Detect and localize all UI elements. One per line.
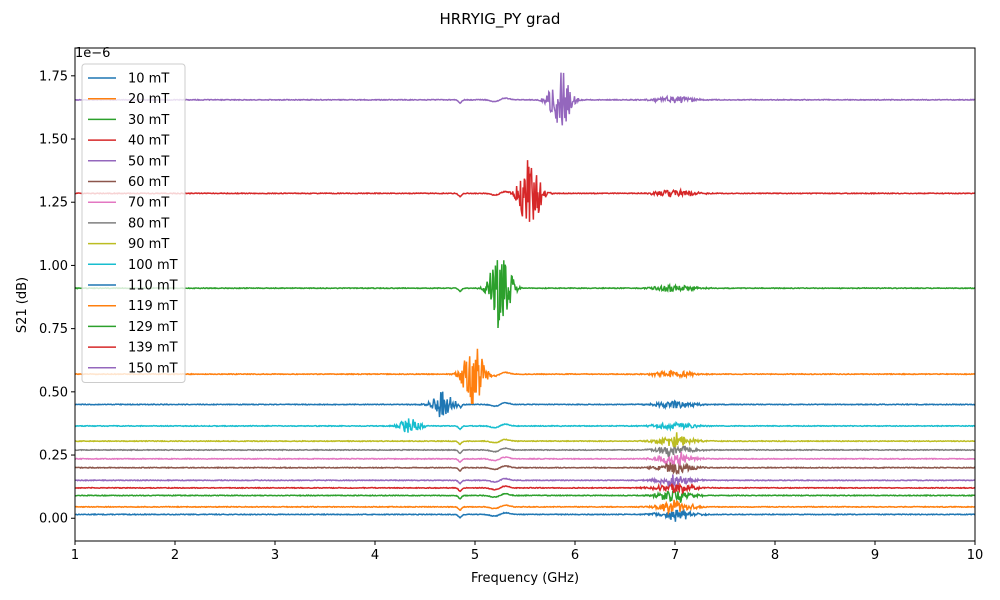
legend-entry: 20 mT [128, 92, 169, 107]
x-tick-label: 9 [871, 548, 879, 563]
y-axis-label: S21 (dB) [15, 277, 30, 333]
y-tick-label: 0.00 [39, 512, 68, 527]
legend-entry: 70 mT [128, 196, 169, 211]
legend-entry: 90 mT [128, 237, 169, 252]
legend-box [81, 63, 186, 383]
legend-entry: 60 mT [128, 175, 169, 190]
chart-title: HRRYIG_PY grad [440, 10, 561, 29]
legend: 10 mT 20 mT 30 mT 40 mT 50 mT 60 mT 70 mT 80 mT… [81, 63, 186, 383]
x-tick-label: 2 [171, 548, 179, 563]
plot-frame [74, 47, 976, 542]
series-line-139-mt [75, 160, 976, 222]
legend-entry: 119 mT [128, 299, 178, 314]
legend-entry: 150 mT [128, 361, 178, 376]
series-line-20-mt [74, 499, 976, 516]
series-line-129-mt [74, 260, 976, 329]
series-line-30-mt [74, 488, 976, 503]
y-tick-label: 0.25 [39, 449, 68, 464]
x-tick-label: 3 [271, 548, 279, 563]
legend-entry: 40 mT [128, 134, 169, 149]
series-line-150-mt [74, 72, 976, 126]
y-tick-label: 1.50 [39, 133, 68, 148]
x-tick-label: 1 [71, 548, 79, 563]
x-tick-label: 10 [967, 548, 984, 563]
y-tick-label: 1.00 [39, 259, 68, 274]
legend-entry: 129 mT [128, 320, 178, 335]
series-line-40-mt [74, 480, 976, 495]
legend-entry: 100 mT [128, 258, 178, 273]
x-tick-label: 5 [471, 548, 479, 563]
legend-entry: 139 mT [128, 341, 178, 356]
series-line-80-mt [74, 445, 976, 457]
y-tick-label: 0.50 [39, 385, 68, 400]
x-tick-label: 7 [671, 548, 679, 563]
series-line-10-mt [74, 509, 976, 522]
legend-entry: 50 mT [128, 154, 169, 169]
x-tick-label: 4 [371, 548, 379, 563]
series-line-119-mt [74, 348, 976, 405]
y-tick-label: 1.25 [39, 196, 68, 211]
x-axis: 1 2 3 4 5 6 7 8 9 10 [71, 541, 983, 563]
y-axis: 0.00 0.25 0.50 0.75 1.00 1.25 1.50 1.75 [39, 69, 75, 527]
x-axis-label: Frequency (GHz) [471, 571, 579, 586]
series-line-70-mt [74, 451, 976, 466]
series-line-110-mt [74, 391, 976, 418]
series-line-100-mt [74, 418, 976, 433]
series-line-50-mt [74, 474, 976, 488]
series-line-90-mt [74, 432, 976, 448]
y-scale-label: 1e−6 [75, 46, 110, 61]
y-tick-label: 1.75 [39, 69, 68, 84]
x-tick-label: 6 [571, 548, 579, 563]
legend-entry: 110 mT [128, 279, 178, 294]
series-layer [74, 72, 976, 522]
x-tick-label: 8 [771, 548, 779, 563]
series-line-60-mt [74, 460, 976, 475]
y-tick-label: 0.75 [39, 322, 68, 337]
legend-entry: 10 mT [128, 72, 169, 87]
legend-entry: 30 mT [128, 113, 169, 128]
legend-entry: 80 mT [128, 216, 169, 231]
